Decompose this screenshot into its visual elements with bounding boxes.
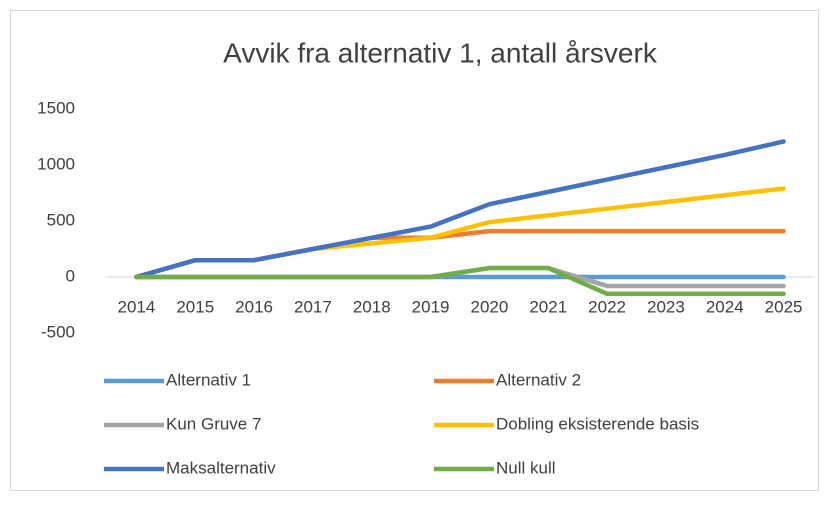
x-tick-label: 2022 — [588, 297, 626, 316]
legend-label: Null kull — [496, 458, 556, 477]
x-tick-label: 2018 — [353, 297, 391, 316]
chart-border — [10, 10, 819, 491]
x-tick-label: 2023 — [647, 297, 685, 316]
legend-label: Dobling eksisterende basis — [496, 414, 699, 433]
series-line — [134, 265, 786, 297]
x-tick-label: 2020 — [471, 297, 509, 316]
x-tick-label: 2019 — [412, 297, 450, 316]
x-tick-label: 2025 — [765, 297, 803, 316]
legend-label: Alternativ 1 — [166, 370, 251, 389]
chart-title: Avvik fra alternativ 1, antall årsverk — [223, 37, 658, 68]
legend-label: Maksalternativ — [166, 458, 276, 477]
x-tick-label: 2017 — [294, 297, 332, 316]
x-tick-label: 2015 — [176, 297, 214, 316]
x-tick-label: 2021 — [529, 297, 567, 316]
y-tick-label: 1000 — [37, 154, 75, 173]
legend-label: Alternativ 2 — [496, 370, 581, 389]
y-tick-label: 500 — [47, 210, 75, 229]
x-tick-label: 2016 — [235, 297, 273, 316]
x-tick-label: 2024 — [706, 297, 744, 316]
legend-label: Kun Gruve 7 — [166, 414, 261, 433]
x-tick-label: 2014 — [118, 297, 156, 316]
y-tick-label: -500 — [41, 322, 75, 341]
y-tick-label: 1500 — [37, 98, 75, 117]
y-tick-label: 0 — [66, 266, 75, 285]
series-line — [134, 139, 786, 280]
